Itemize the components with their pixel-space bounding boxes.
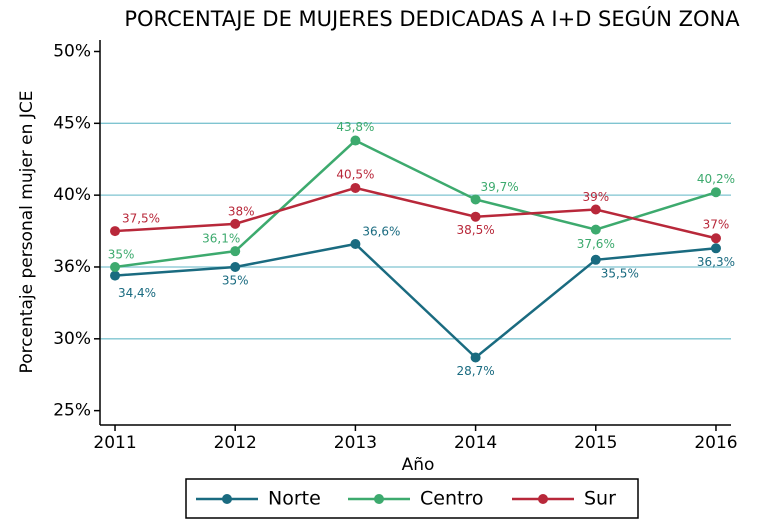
x-tick-label: 2013 [334, 433, 377, 453]
data-point [230, 246, 241, 257]
data-label: 35% [108, 247, 135, 261]
series-line [114, 139, 717, 269]
data-label: 38% [228, 204, 255, 218]
x-tick-label: 2016 [694, 433, 737, 453]
x-tick-label: 2015 [574, 433, 617, 453]
x-tick-label: 2014 [454, 433, 497, 453]
data-label: 40,2% [697, 172, 735, 186]
data-label: 37,6% [577, 237, 615, 251]
data-point [110, 261, 121, 272]
data-point [470, 194, 481, 205]
data-point [350, 135, 361, 146]
legend-label: Norte [268, 488, 321, 510]
legend-marker [538, 494, 548, 504]
y-tick-label: 30% [53, 329, 91, 349]
y-axis-label: Porcentaje personal mujer en JCE [17, 91, 37, 374]
data-label: 39,7% [481, 180, 519, 194]
data-label: 40,5% [336, 167, 374, 181]
y-tick-label: 50% [53, 41, 91, 61]
data-label: 39% [582, 190, 609, 204]
data-label: 35% [222, 273, 249, 287]
data-label: 28,7% [457, 364, 495, 378]
data-point [110, 226, 121, 237]
data-point [590, 224, 601, 235]
data-label: 37,5% [122, 212, 160, 226]
data-label: 43,8% [336, 120, 374, 134]
series-line [114, 242, 717, 360]
data-point [590, 254, 601, 265]
y-tick-label: 45% [53, 113, 91, 133]
x-tick-label: 2012 [214, 433, 257, 453]
data-point [110, 270, 121, 281]
data-label: 38,5% [457, 223, 495, 237]
data-point [230, 261, 241, 272]
data-label: 34,4% [118, 286, 156, 300]
x-axis-label: Año [402, 455, 435, 475]
chart-title: PORCENTAJE DE MUJERES DEDICADAS A I+D SE… [124, 6, 740, 31]
data-label: 36,6% [362, 224, 400, 238]
data-point [710, 233, 721, 244]
data-label: 36,3% [697, 255, 735, 269]
data-point [590, 204, 601, 215]
legend-marker [222, 494, 232, 504]
series-line [114, 186, 717, 240]
y-tick-label: 36% [53, 257, 91, 277]
data-point [710, 187, 721, 198]
y-tick-label: 40% [53, 185, 91, 205]
data-point [230, 218, 241, 229]
legend-label: Centro [420, 488, 483, 510]
data-label: 37% [703, 218, 730, 232]
data-label: 35,5% [601, 266, 639, 280]
data-label: 36,1% [202, 232, 240, 246]
x-tick-label: 2011 [93, 433, 136, 453]
y-tick-label: 25% [53, 401, 91, 421]
data-point [350, 238, 361, 249]
data-point [470, 352, 481, 363]
data-point [350, 182, 361, 193]
data-point [710, 243, 721, 254]
legend-marker [374, 494, 384, 504]
legend-label: Sur [584, 488, 616, 510]
data-point [470, 211, 481, 222]
